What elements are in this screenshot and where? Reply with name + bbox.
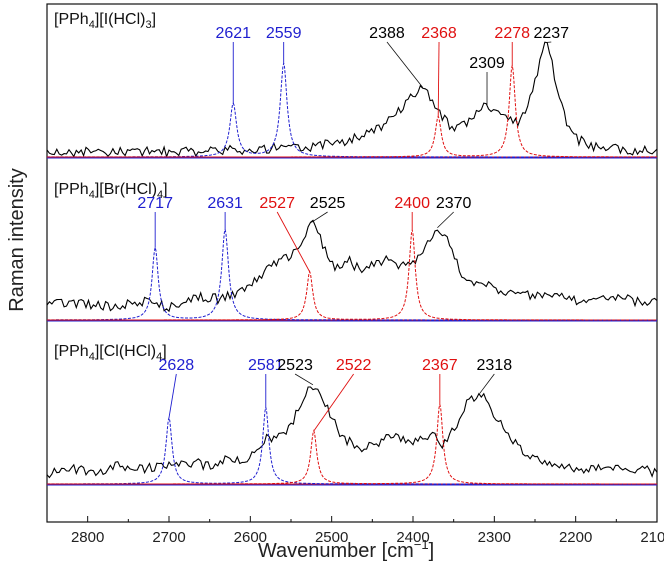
experimental-spectrum <box>46 219 658 313</box>
experimental-spectrum <box>46 41 658 159</box>
experimental-peak-label: 2388 <box>369 25 405 42</box>
peak-leader-line <box>437 41 440 117</box>
x-tick-label: 2300 <box>478 529 511 546</box>
peak-leader-line <box>168 373 177 418</box>
x-tick-label: 2800 <box>71 529 104 546</box>
red-peak-label: 2368 <box>421 25 457 42</box>
blue-peak-label: 2559 <box>266 25 302 42</box>
experimental-peak-label: 2237 <box>533 25 569 42</box>
blue-peak-label: 2717 <box>137 195 173 212</box>
red-peak-label: 2400 <box>394 195 430 212</box>
compound-label: [PPh4][Cl(HCl)4] <box>54 343 167 363</box>
peak-leader-line <box>479 373 495 394</box>
blue-fit-curve <box>47 407 657 485</box>
x-axis-ticks: 2800 2700 2600 2500 2400 2300 2200 2100 <box>46 516 664 546</box>
peak-leader-line <box>386 41 424 88</box>
red-peak-label: 2522 <box>336 357 372 374</box>
spectra-panels: [PPh4][I(HCl)3] 2621 2559 2368 2278 2388 2309 2… <box>46 11 658 486</box>
peak-leader-line <box>437 211 454 229</box>
blue-peak-label: 2631 <box>207 195 243 212</box>
experimental-peak-label: 2309 <box>469 55 505 72</box>
plot-axes <box>46 3 658 523</box>
x-tick-label: 2700 <box>152 529 185 546</box>
x-tick-label: 2200 <box>559 529 592 546</box>
experimental-spectrum <box>46 386 658 479</box>
peak-leader-line <box>294 373 314 386</box>
blue-peak-label: 2621 <box>215 25 251 42</box>
spectrum-panel-2: [PPh4][Br(HCl)4]2717 2631 2527 2400 2525 2370 <box>46 181 658 322</box>
peak-leader-line <box>313 373 354 432</box>
peak-leader-line <box>311 211 328 223</box>
experimental-peak-label: 2525 <box>310 195 346 212</box>
peak-leader-line <box>545 41 552 43</box>
red-fit-curve <box>47 404 657 485</box>
x-tick-label: 2100 <box>640 529 664 546</box>
spectrum-panel-1: [PPh4][I(HCl)3] 2621 2559 2368 2278 2388 2309 2… <box>46 11 658 159</box>
compound-label: [PPh4][I(HCl)3] <box>54 11 156 31</box>
compound-label: [PPh4][Br(HCl)4] <box>54 181 168 201</box>
experimental-peak-label: 2523 <box>277 357 313 374</box>
blue-peak-label: 2628 <box>159 357 195 374</box>
x-tick-label: 2400 <box>396 529 429 546</box>
blue-fit-curve <box>47 229 657 321</box>
x-tick-label: 2500 <box>315 529 348 546</box>
red-peak-label: 2278 <box>494 25 530 42</box>
x-tick-label: 2600 <box>234 529 267 546</box>
red-fit-curve <box>47 65 657 158</box>
red-peak-label: 2527 <box>259 195 295 212</box>
plot-frame <box>46 3 658 523</box>
y-axis-label: Raman intensity <box>6 168 28 311</box>
spectrum-panel-3: [PPh4][Cl(HCl)4]2628 2581 2522 2367 2523 2318 <box>46 343 658 486</box>
blue-peak-label: 2581 <box>248 357 284 374</box>
experimental-peak-label: 2370 <box>436 195 472 212</box>
experimental-peak-label: 2318 <box>477 357 513 374</box>
peak-leader-line <box>276 211 311 273</box>
x-axis-label: Wavenumber [cm−1] <box>258 537 434 562</box>
red-peak-label: 2367 <box>422 357 458 374</box>
red-fit-curve <box>47 229 657 321</box>
